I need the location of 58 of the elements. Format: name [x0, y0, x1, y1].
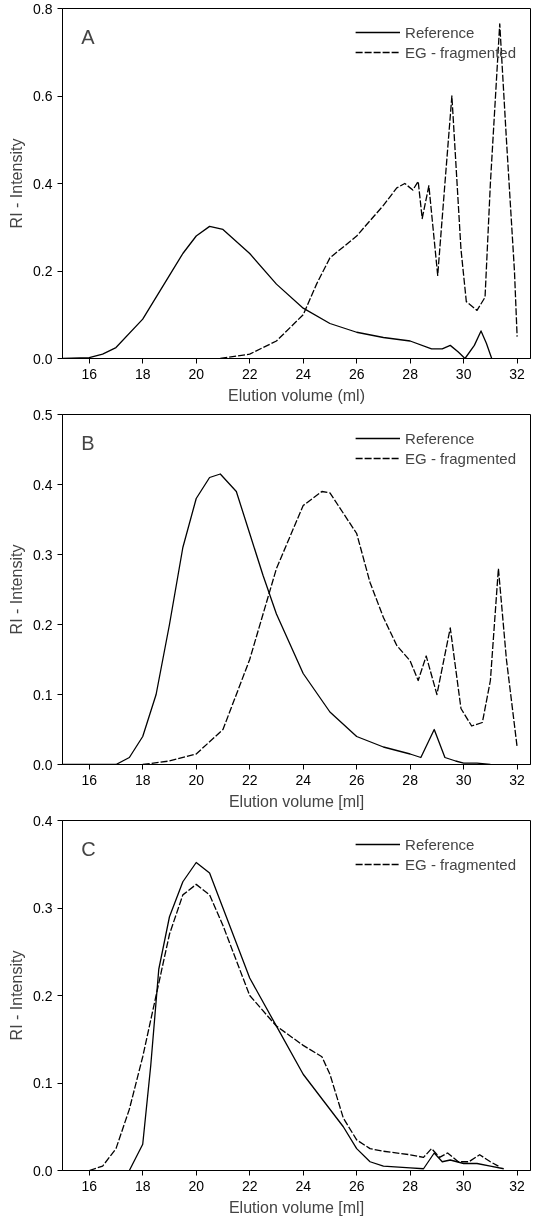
y-tick-label: 0.4: [33, 175, 53, 192]
x-tick-label: 30: [455, 771, 472, 788]
x-tick-label: 22: [241, 771, 258, 788]
y-tick-label: 0.3: [33, 546, 53, 563]
y-tick-label: 0.2: [33, 616, 53, 633]
annotation: C: [81, 838, 96, 860]
x-tick-label: 18: [134, 1177, 151, 1194]
y-tick-label: 0.2: [33, 263, 53, 279]
annotation: A: [81, 26, 96, 48]
x-tick-label: 18: [134, 365, 151, 382]
x-tick-label: 28: [402, 365, 419, 382]
x-tick-label: 26: [348, 365, 365, 382]
legend-label: Reference: [405, 835, 475, 853]
annotation: B: [81, 432, 95, 454]
legend-label: Reference: [405, 23, 475, 41]
y-tick-label: 0.2: [33, 987, 53, 1004]
x-axis-title: Elution volume [ml]: [228, 1198, 365, 1216]
x-tick-label: 22: [241, 365, 258, 382]
y-tick-label: 0.0: [33, 350, 53, 367]
x-tick-label: 20: [188, 771, 205, 788]
y-tick-label: 0.3: [33, 900, 53, 916]
x-tick-label: 30: [455, 1177, 472, 1194]
y-tick-label: 0.4: [33, 812, 53, 829]
x-tick-label: 16: [81, 365, 98, 382]
legend-label: EG - fragmented: [405, 855, 516, 873]
x-tick-label: 26: [348, 771, 365, 788]
legend-label: EG - fragmented: [405, 449, 516, 467]
y-tick-label: 0.0: [33, 1162, 53, 1179]
x-tick-label: 18: [134, 771, 151, 788]
x-tick-label: 28: [402, 771, 419, 788]
x-tick-label: 16: [81, 1177, 98, 1194]
y-tick-label: 0.4: [33, 476, 53, 493]
y-tick-label: 0.5: [33, 406, 53, 423]
y-tick-label: 0.0: [33, 756, 53, 773]
x-tick-label: 30: [455, 365, 472, 382]
legend-label: Reference: [405, 429, 475, 447]
x-tick-label: 26: [348, 1177, 365, 1194]
x-tick-label: 24: [295, 771, 312, 788]
x-tick-label: 16: [81, 771, 98, 788]
x-tick-label: 20: [188, 1177, 205, 1194]
y-tick-label: 0.6: [33, 88, 53, 104]
y-axis-title: RI - Intensity: [8, 544, 26, 635]
y-axis-title: RI - Intensity: [8, 950, 26, 1041]
y-axis-title: RI - Intensity: [8, 138, 26, 229]
x-tick-label: 32: [509, 365, 526, 382]
x-axis-title: Elution volume (ml): [228, 386, 365, 404]
x-tick-label: 28: [402, 1177, 419, 1194]
y-tick-label: 0.8: [33, 0, 53, 17]
x-tick-label: 32: [509, 1177, 526, 1194]
x-tick-label: 32: [509, 771, 526, 788]
x-tick-label: 22: [241, 1177, 258, 1194]
x-tick-label: 24: [295, 365, 312, 382]
x-axis-title: Elution volume [ml]: [228, 792, 365, 810]
x-tick-label: 24: [295, 1177, 312, 1194]
legend-label: EG - fragmented: [405, 43, 516, 61]
y-tick-label: 0.1: [33, 686, 53, 703]
x-tick-label: 20: [188, 365, 205, 382]
y-tick-label: 0.1: [33, 1075, 53, 1091]
